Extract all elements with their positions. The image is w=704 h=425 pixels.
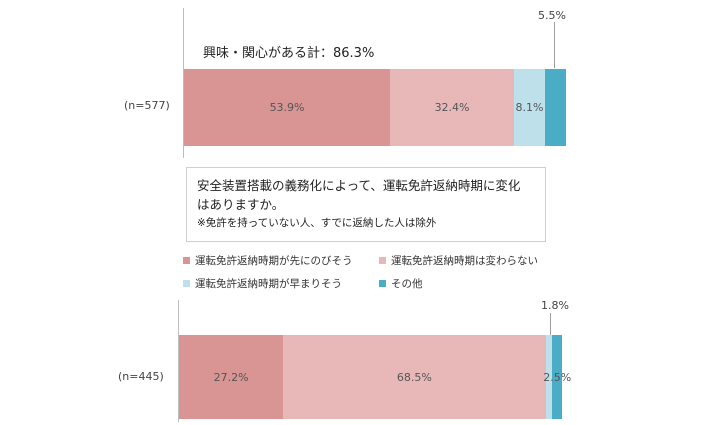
question-line-2: はありますか。 xyxy=(197,197,285,212)
question-note: ※免許を持っていない人、すでに返納した人は除外 xyxy=(197,217,437,229)
bottom-chart-axis xyxy=(178,300,179,422)
top-chart-n-label: (n=577) xyxy=(124,99,170,112)
bottom-bar-value-label-0: 27.2% xyxy=(213,370,249,384)
legend-label-earlier: 運転免許返納時期が早まりそう xyxy=(195,278,342,290)
bottom-callout-line xyxy=(550,313,551,335)
legend-label-nochange: 運転免許返納時期は変わらない xyxy=(391,255,538,267)
legend-swatch-delay xyxy=(183,257,190,264)
top-bar-segment-2 xyxy=(513,69,545,146)
top-bar-value-label-0: 53.9% xyxy=(269,101,305,114)
bottom-bar-segment-3 xyxy=(552,335,562,419)
bottom-bar-value-label-1: 68.5% xyxy=(396,370,432,384)
top-chart-axis xyxy=(183,8,184,158)
top-callout-line xyxy=(554,22,555,68)
legend-swatch-nochange xyxy=(379,257,386,264)
legend-item-other: その他 xyxy=(379,276,423,291)
bottom-bar-value-label-3: 2.5% xyxy=(543,370,572,384)
legend-item-delay: 運転免許返納時期が先にのびそう xyxy=(183,253,353,268)
question-line-1: 安全装置搭載の義務化によって、運転免許返納時期に変化 xyxy=(197,178,521,193)
bottom-chart-n-label: (n=445) xyxy=(118,370,164,383)
top-bar-value-label-2: 8.1% xyxy=(515,101,544,114)
bottom-stacked-bar: 27.2% 68.5% 2.5% xyxy=(179,335,572,419)
bottom-bar-segment-1 xyxy=(283,335,546,419)
legend-label-other: その他 xyxy=(391,278,423,290)
question-box: 安全装置搭載の義務化によって、運転免許返納時期に変化 はありますか。 ※免許を持… xyxy=(186,167,546,242)
bottom-callout-label: 1.8% xyxy=(541,299,569,312)
legend-swatch-other xyxy=(379,280,386,287)
top-bar-value-label-1: 32.4% xyxy=(434,101,470,114)
legend-item-nochange: 運転免許返納時期は変わらない xyxy=(379,253,538,268)
legend-swatch-earlier xyxy=(183,280,190,287)
top-bar-segment-3 xyxy=(544,69,566,146)
bottom-bar-segment-2 xyxy=(545,335,553,419)
top-chart-summary: 興味・関心がある計：86.3% xyxy=(203,46,375,61)
top-bar-segment-0 xyxy=(184,69,391,146)
legend-item-earlier: 運転免許返納時期が早まりそう xyxy=(183,276,342,291)
top-bar-segment-1 xyxy=(390,69,514,146)
top-stacked-bar: 53.9% 32.4% 8.1% xyxy=(184,69,566,146)
legend-label-delay: 運転免許返納時期が先にのびそう xyxy=(195,255,353,267)
bottom-bar-segment-0 xyxy=(179,335,284,419)
top-callout-label: 5.5% xyxy=(538,9,566,22)
